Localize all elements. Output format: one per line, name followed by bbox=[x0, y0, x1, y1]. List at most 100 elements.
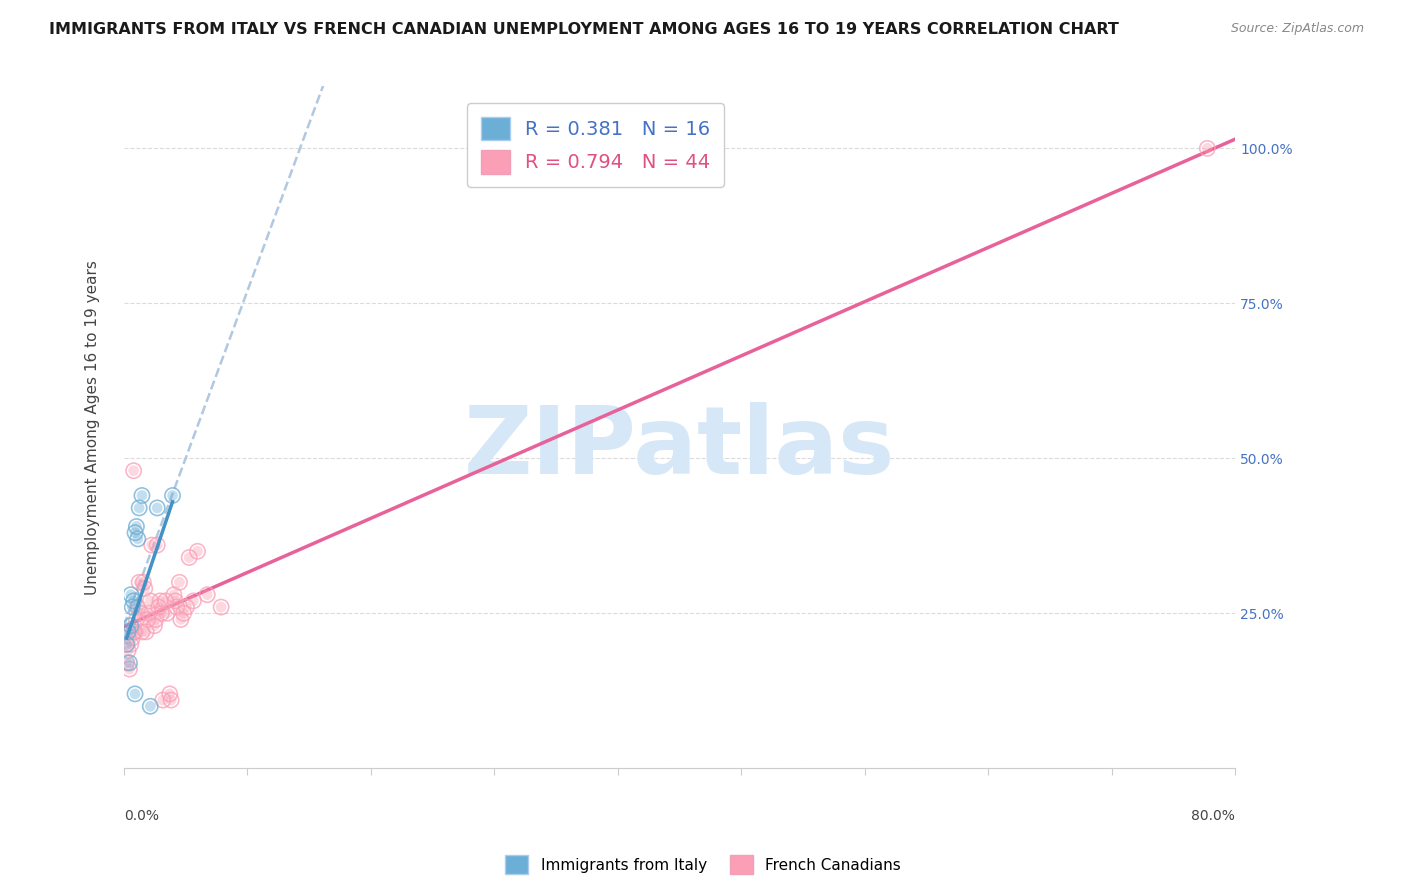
Point bbox=[122, 464, 145, 478]
Legend: Immigrants from Italy, French Canadians: Immigrants from Italy, French Canadians bbox=[499, 849, 907, 880]
Point bbox=[159, 687, 181, 701]
Point bbox=[129, 607, 152, 621]
Point bbox=[131, 488, 153, 502]
Point bbox=[209, 600, 232, 615]
Point bbox=[139, 594, 162, 608]
Point bbox=[176, 600, 198, 615]
Point bbox=[1197, 141, 1219, 155]
Point bbox=[176, 600, 198, 615]
Point bbox=[120, 637, 142, 651]
Point bbox=[169, 575, 191, 590]
Point bbox=[120, 637, 142, 651]
Point bbox=[1197, 141, 1219, 155]
Point bbox=[141, 538, 163, 552]
Point bbox=[117, 624, 139, 639]
Point bbox=[124, 624, 146, 639]
Point bbox=[148, 600, 170, 615]
Point bbox=[179, 550, 201, 565]
Point bbox=[122, 594, 145, 608]
Point bbox=[121, 631, 143, 645]
Point bbox=[163, 588, 186, 602]
Point bbox=[120, 588, 142, 602]
Point bbox=[170, 612, 193, 626]
Point bbox=[122, 624, 145, 639]
Point bbox=[124, 687, 146, 701]
Point bbox=[165, 594, 187, 608]
Point bbox=[143, 618, 166, 632]
Point bbox=[143, 618, 166, 632]
Point bbox=[146, 538, 169, 552]
Point bbox=[138, 607, 160, 621]
Point bbox=[121, 631, 143, 645]
Point bbox=[146, 500, 169, 515]
Point bbox=[166, 600, 188, 615]
Point bbox=[170, 612, 193, 626]
Point bbox=[121, 600, 143, 615]
Point bbox=[162, 488, 184, 502]
Text: 0.0%: 0.0% bbox=[124, 809, 159, 823]
Point bbox=[156, 607, 179, 621]
Point bbox=[127, 532, 149, 546]
Point bbox=[159, 687, 181, 701]
Point bbox=[135, 624, 157, 639]
Point bbox=[139, 594, 162, 608]
Point bbox=[115, 656, 138, 670]
Point bbox=[209, 600, 232, 615]
Point bbox=[145, 612, 167, 626]
Point bbox=[125, 612, 148, 626]
Point bbox=[139, 699, 162, 714]
Point bbox=[141, 538, 163, 552]
Point bbox=[186, 544, 208, 558]
Point bbox=[124, 525, 146, 540]
Point bbox=[124, 525, 146, 540]
Point bbox=[166, 600, 188, 615]
Point bbox=[115, 637, 138, 651]
Point bbox=[128, 500, 150, 515]
Point bbox=[120, 588, 142, 602]
Point bbox=[136, 612, 159, 626]
Point bbox=[124, 624, 146, 639]
Point bbox=[125, 612, 148, 626]
Point bbox=[138, 607, 160, 621]
Point bbox=[179, 550, 201, 565]
Point bbox=[160, 693, 183, 707]
Point bbox=[132, 575, 155, 590]
Point bbox=[127, 532, 149, 546]
Point bbox=[128, 575, 150, 590]
Point bbox=[183, 594, 205, 608]
Point bbox=[128, 575, 150, 590]
Point bbox=[120, 618, 142, 632]
Y-axis label: Unemployment Among Ages 16 to 19 years: Unemployment Among Ages 16 to 19 years bbox=[86, 260, 100, 595]
Point bbox=[115, 656, 138, 670]
Point bbox=[132, 575, 155, 590]
Point bbox=[152, 693, 174, 707]
Point bbox=[186, 544, 208, 558]
Point bbox=[117, 643, 139, 657]
Point bbox=[127, 600, 149, 615]
Point bbox=[122, 624, 145, 639]
Point bbox=[169, 575, 191, 590]
Point bbox=[155, 594, 177, 608]
Point bbox=[183, 594, 205, 608]
Text: Source: ZipAtlas.com: Source: ZipAtlas.com bbox=[1230, 22, 1364, 36]
Point bbox=[173, 607, 195, 621]
Point bbox=[117, 643, 139, 657]
Point bbox=[145, 612, 167, 626]
Point bbox=[125, 519, 148, 533]
Legend: R = 0.381   N = 16, R = 0.794   N = 44: R = 0.381 N = 16, R = 0.794 N = 44 bbox=[467, 103, 724, 187]
Point bbox=[118, 656, 141, 670]
Point bbox=[146, 500, 169, 515]
Point bbox=[139, 699, 162, 714]
Point bbox=[148, 600, 170, 615]
Point bbox=[127, 600, 149, 615]
Point bbox=[129, 607, 152, 621]
Point bbox=[155, 594, 177, 608]
Point bbox=[122, 464, 145, 478]
Point bbox=[156, 607, 179, 621]
Point bbox=[165, 594, 187, 608]
Point bbox=[131, 624, 153, 639]
Point bbox=[134, 582, 156, 596]
Point bbox=[150, 607, 173, 621]
Point bbox=[162, 488, 184, 502]
Point bbox=[173, 607, 195, 621]
